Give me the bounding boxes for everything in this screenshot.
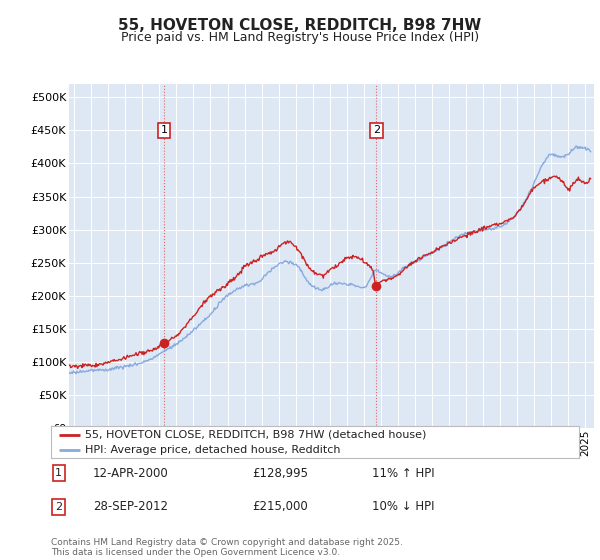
Text: Price paid vs. HM Land Registry's House Price Index (HPI): Price paid vs. HM Land Registry's House … [121,31,479,44]
Text: 12-APR-2000: 12-APR-2000 [93,466,169,480]
Text: 1: 1 [55,468,62,478]
Text: 1: 1 [161,125,167,136]
Text: £215,000: £215,000 [252,500,308,514]
Text: 28-SEP-2012: 28-SEP-2012 [93,500,168,514]
Text: 55, HOVETON CLOSE, REDDITCH, B98 7HW: 55, HOVETON CLOSE, REDDITCH, B98 7HW [118,18,482,33]
Text: 10% ↓ HPI: 10% ↓ HPI [372,500,434,514]
Text: 2: 2 [373,125,380,136]
Text: 55, HOVETON CLOSE, REDDITCH, B98 7HW (detached house): 55, HOVETON CLOSE, REDDITCH, B98 7HW (de… [85,430,427,440]
Text: £128,995: £128,995 [252,466,308,480]
Text: 2: 2 [55,502,62,512]
Text: HPI: Average price, detached house, Redditch: HPI: Average price, detached house, Redd… [85,445,341,455]
Text: Contains HM Land Registry data © Crown copyright and database right 2025.
This d: Contains HM Land Registry data © Crown c… [51,538,403,557]
Text: 11% ↑ HPI: 11% ↑ HPI [372,466,434,480]
